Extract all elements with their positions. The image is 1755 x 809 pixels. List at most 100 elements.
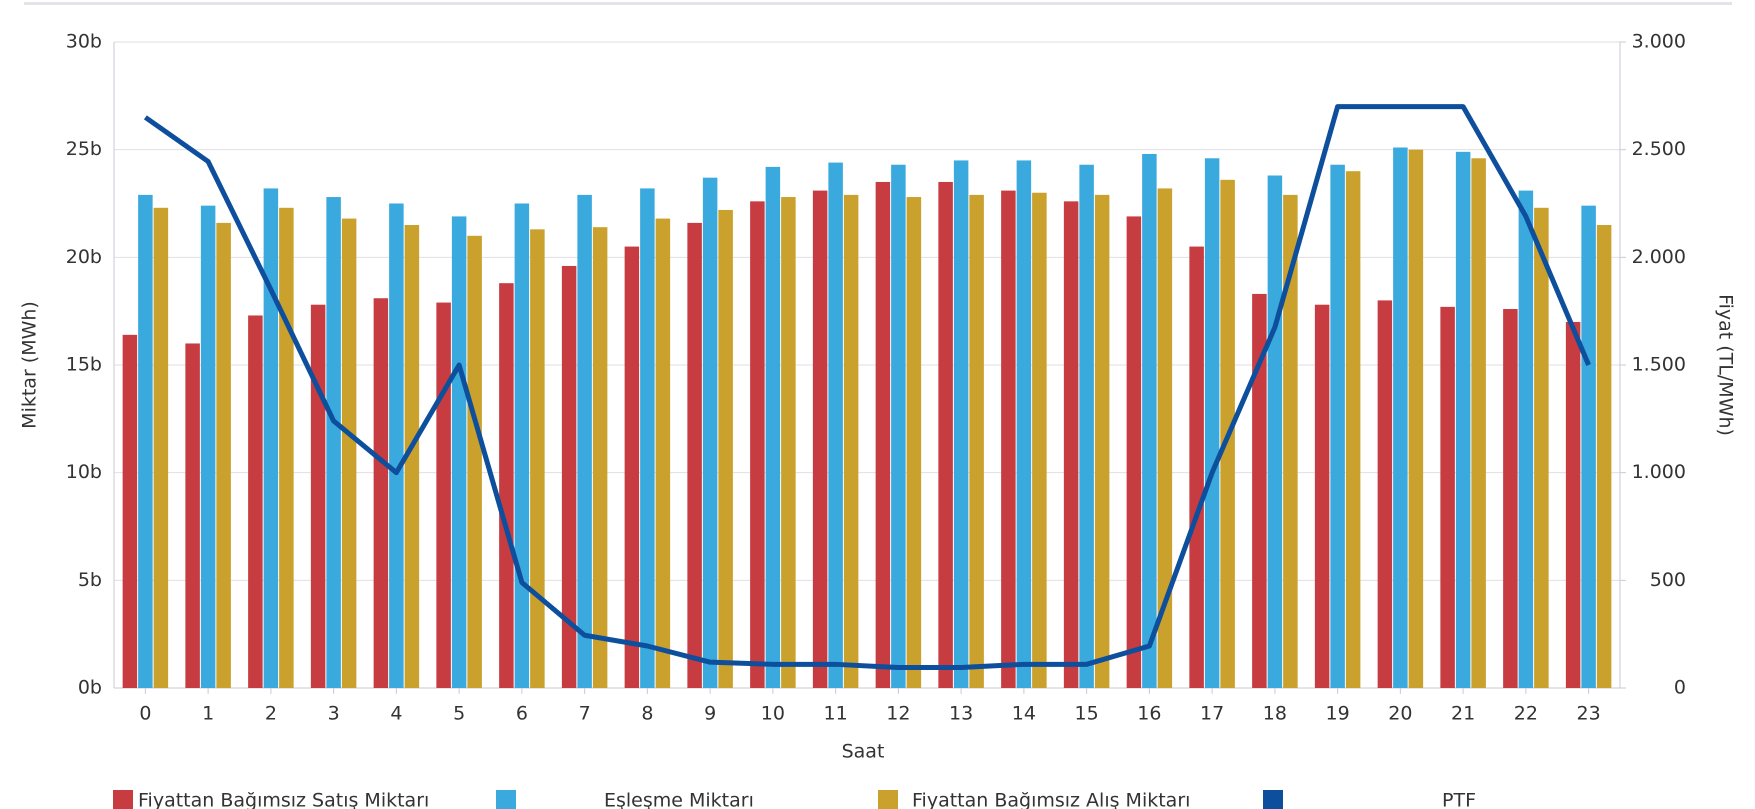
bar	[1440, 306, 1455, 688]
bar	[1565, 321, 1581, 688]
bar	[1094, 194, 1110, 689]
bar	[404, 225, 420, 689]
bar	[640, 188, 655, 688]
y-axis-title: Miktar (MWh)	[19, 301, 41, 429]
bar	[655, 218, 671, 688]
bar	[185, 343, 200, 688]
bar	[1408, 149, 1424, 688]
bar	[310, 304, 326, 688]
legend-swatch	[113, 790, 133, 809]
bar	[1063, 201, 1079, 688]
bar	[592, 227, 608, 689]
x-tick-label: 23	[1577, 703, 1601, 725]
bar	[812, 190, 828, 688]
bar	[263, 188, 279, 688]
bar	[1189, 246, 1204, 689]
bar	[781, 197, 796, 689]
bar	[1534, 207, 1549, 688]
y-tick-label: 10b	[66, 461, 102, 483]
bar	[341, 218, 357, 688]
x-tick-label: 19	[1326, 703, 1350, 725]
bar	[938, 181, 953, 688]
bar	[1001, 190, 1016, 688]
bar	[1016, 160, 1032, 688]
x-tick-label: 20	[1388, 703, 1412, 725]
x-tick-label: 2	[265, 703, 277, 725]
x-tick-label: 15	[1075, 703, 1099, 725]
x-tick-label: 18	[1263, 703, 1287, 725]
bar	[1377, 300, 1393, 688]
bar	[1581, 205, 1596, 689]
bar	[467, 235, 482, 689]
bar	[373, 298, 389, 688]
line	[143, 104, 1591, 671]
bar	[1503, 309, 1518, 688]
bar	[200, 205, 216, 689]
bar	[687, 222, 702, 688]
bar	[326, 197, 341, 689]
x-tick-label: 10	[761, 703, 785, 725]
legend-swatch	[1263, 790, 1283, 809]
bar	[451, 216, 467, 689]
bar	[561, 265, 577, 688]
bar	[1157, 188, 1173, 688]
bar	[138, 194, 153, 689]
legend-label: Fiyattan Bağımsız Alış Miktarı	[912, 790, 1190, 809]
bar	[1267, 175, 1283, 689]
x-tick-label: 13	[949, 703, 973, 725]
y2-tick-label: 0	[1674, 677, 1686, 699]
x-tick-label: 21	[1451, 703, 1475, 725]
bar	[1455, 151, 1471, 688]
x-tick-label: 22	[1514, 703, 1538, 725]
x-tick-label: 12	[886, 703, 910, 725]
bar	[765, 166, 781, 689]
x-tick-label: 7	[579, 703, 591, 725]
bar	[1314, 304, 1330, 688]
bar	[153, 207, 169, 688]
bar	[1345, 171, 1361, 688]
bar	[624, 246, 640, 689]
y-tick-label: 15b	[66, 354, 102, 376]
legend-swatch	[878, 790, 898, 809]
legend-label: Eşleşme Miktarı	[604, 790, 754, 809]
bar	[499, 283, 514, 688]
bar	[1142, 153, 1157, 688]
legend-label: Fiyattan Bağımsız Satış Miktarı	[138, 790, 429, 809]
y2-tick-label: 2.500	[1632, 138, 1686, 160]
x-tick-label: 17	[1200, 703, 1224, 725]
bar	[828, 162, 843, 688]
bar	[891, 164, 906, 689]
y2-axis-title: Fiyat (TL/MWh)	[1715, 294, 1737, 436]
legend-swatch	[496, 790, 516, 809]
bar	[906, 197, 922, 689]
y-tick-label: 20b	[66, 246, 102, 268]
y-tick-label: 25b	[66, 138, 102, 160]
bar	[1252, 293, 1267, 688]
y2-tick-label: 1.500	[1632, 354, 1686, 376]
x-tick-label: 4	[390, 703, 402, 725]
x-tick-label: 11	[824, 703, 848, 725]
bar	[248, 315, 263, 688]
bar	[1596, 225, 1612, 689]
x-tick-label: 1	[202, 703, 214, 725]
bar	[1204, 158, 1220, 688]
x-tick-label: 0	[139, 703, 151, 725]
x-tick-label: 5	[453, 703, 465, 725]
bar	[1079, 164, 1094, 689]
x-tick-label: 9	[704, 703, 716, 725]
bar	[279, 207, 294, 688]
x-axis-title: Saat	[842, 741, 885, 763]
bar	[953, 160, 969, 688]
x-tick-label: 3	[328, 703, 340, 725]
bar	[875, 181, 891, 688]
bar	[718, 209, 733, 688]
bar	[436, 302, 451, 688]
y2-tick-label: 2.000	[1632, 246, 1686, 268]
bar	[1283, 194, 1298, 689]
bar	[702, 177, 718, 688]
x-tick-label: 14	[1012, 703, 1036, 725]
bar	[577, 194, 592, 689]
bar	[1393, 147, 1408, 689]
bar	[843, 194, 859, 689]
